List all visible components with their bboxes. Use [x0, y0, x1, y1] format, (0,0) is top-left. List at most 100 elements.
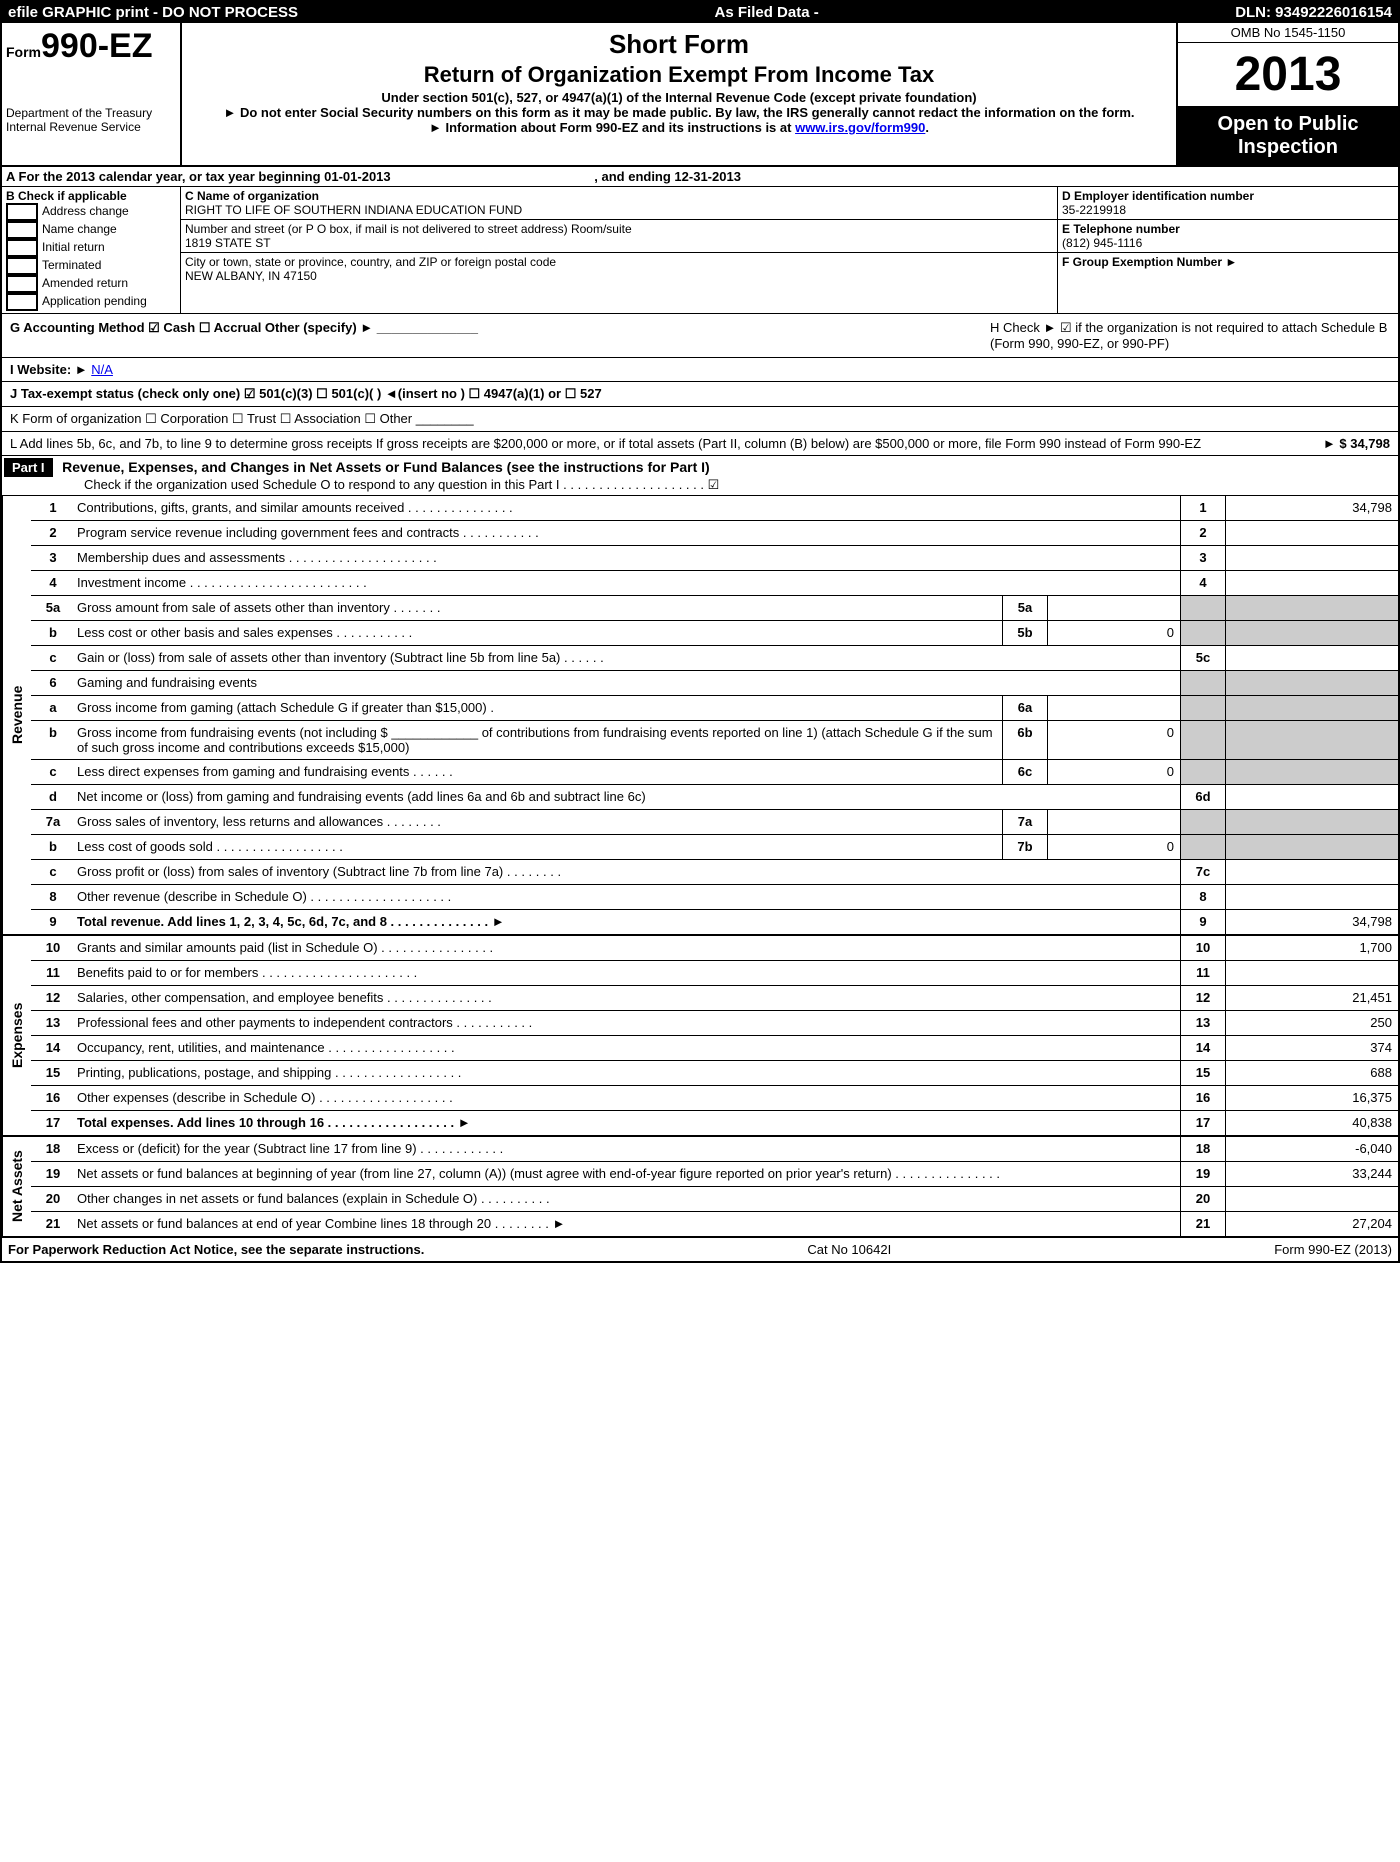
- f-label: F Group Exemption Number ►: [1062, 255, 1237, 269]
- line-desc: Gross income from gaming (attach Schedul…: [75, 696, 1002, 720]
- part1-title: Revenue, Expenses, and Changes in Net As…: [56, 459, 710, 475]
- org-name: RIGHT TO LIFE OF SOUTHERN INDIANA EDUCAT…: [185, 203, 522, 217]
- website-link[interactable]: N/A: [91, 362, 113, 377]
- sub-box-num: 6b: [1002, 721, 1048, 759]
- block-D: D Employer identification number 35-2219…: [1058, 187, 1398, 313]
- amt-grey: [1226, 596, 1398, 620]
- amount: -6,040: [1226, 1137, 1398, 1161]
- amount: 40,838: [1226, 1111, 1398, 1135]
- irs-link[interactable]: www.irs.gov/form990: [795, 120, 925, 135]
- expenses-grid: Expenses 10Grants and similar amounts pa…: [2, 936, 1398, 1137]
- line-desc: Benefits paid to or for members . . . . …: [75, 961, 1180, 985]
- form-line: 17Total expenses. Add lines 10 through 1…: [31, 1111, 1398, 1135]
- e-label: E Telephone number: [1062, 222, 1180, 236]
- sub-box-num: 6a: [1002, 696, 1048, 720]
- amount: [1226, 521, 1398, 545]
- line-A: A For the 2013 calendar year, or tax yea…: [2, 167, 1398, 187]
- org-city: NEW ALBANY, IN 47150: [185, 269, 317, 283]
- form-line: bGross income from fundraising events (n…: [31, 721, 1398, 760]
- header-left: Form990-EZ Department of the Treasury In…: [2, 23, 182, 165]
- box-num: 15: [1180, 1061, 1226, 1085]
- amount: [1226, 885, 1398, 909]
- form-line: 1Contributions, gifts, grants, and simil…: [31, 496, 1398, 521]
- footer-center: Cat No 10642I: [807, 1242, 891, 1257]
- form-line: 7aGross sales of inventory, less returns…: [31, 810, 1398, 835]
- form-line: 15Printing, publications, postage, and s…: [31, 1061, 1398, 1086]
- line-desc: Total expenses. Add lines 10 through 16 …: [75, 1111, 1180, 1135]
- box-num: 10: [1180, 936, 1226, 960]
- line-number: 6: [31, 671, 75, 695]
- line-number: 12: [31, 986, 75, 1010]
- line-number: 10: [31, 936, 75, 960]
- amount: 34,798: [1226, 910, 1398, 934]
- form-line: 13Professional fees and other payments t…: [31, 1011, 1398, 1036]
- form-line: dNet income or (loss) from gaming and fu…: [31, 785, 1398, 810]
- amount: [1226, 646, 1398, 670]
- line-desc: Gross amount from sale of assets other t…: [75, 596, 1002, 620]
- form-number: 990-EZ: [41, 27, 153, 65]
- line-number: 21: [31, 1212, 75, 1236]
- amount: 34,798: [1226, 496, 1398, 520]
- header-center: Short Form Return of Organization Exempt…: [182, 23, 1176, 165]
- line-desc: Investment income . . . . . . . . . . . …: [75, 571, 1180, 595]
- line-number: 7a: [31, 810, 75, 834]
- amount: [1226, 961, 1398, 985]
- line-number: d: [31, 785, 75, 809]
- box-grey: [1180, 810, 1226, 834]
- line-desc: Contributions, gifts, grants, and simila…: [75, 496, 1180, 520]
- form-line: 5aGross amount from sale of assets other…: [31, 596, 1398, 621]
- chk-terminated[interactable]: [6, 257, 38, 275]
- box-num: 14: [1180, 1036, 1226, 1060]
- box-num: 11: [1180, 961, 1226, 985]
- sub-box-num: 5a: [1002, 596, 1048, 620]
- sub-amount: 0: [1048, 760, 1180, 784]
- form-line: 11Benefits paid to or for members . . . …: [31, 961, 1398, 986]
- line-number: 9: [31, 910, 75, 934]
- line-number: 14: [31, 1036, 75, 1060]
- amount: 688: [1226, 1061, 1398, 1085]
- chk-name[interactable]: [6, 221, 38, 239]
- form-line: 20Other changes in net assets or fund ba…: [31, 1187, 1398, 1212]
- line-K: K Form of organization ☐ Corporation ☐ T…: [2, 407, 1398, 432]
- line-desc: Grants and similar amounts paid (list in…: [75, 936, 1180, 960]
- amt-grey: [1226, 621, 1398, 645]
- footer-right: Form 990-EZ (2013): [1274, 1242, 1392, 1257]
- topbar-right: DLN: 93492226016154: [1235, 4, 1392, 21]
- box-num: 7c: [1180, 860, 1226, 884]
- box-grey: [1180, 696, 1226, 720]
- chk-pending[interactable]: [6, 293, 38, 311]
- blocks-row: B Check if applicable Address change Nam…: [2, 187, 1398, 314]
- line-desc: Less cost or other basis and sales expen…: [75, 621, 1002, 645]
- line-desc: Gross profit or (loss) from sales of inv…: [75, 860, 1180, 884]
- sub-box-num: 7b: [1002, 835, 1048, 859]
- form-line: 19Net assets or fund balances at beginni…: [31, 1162, 1398, 1187]
- line-number: b: [31, 621, 75, 645]
- c-city-label: City or town, state or province, country…: [185, 255, 556, 269]
- line-desc: Net assets or fund balances at end of ye…: [75, 1212, 1180, 1236]
- line-number: 4: [31, 571, 75, 595]
- line-number: c: [31, 760, 75, 784]
- line-desc: Printing, publications, postage, and shi…: [75, 1061, 1180, 1085]
- netassets-label: Net Assets: [2, 1137, 31, 1236]
- box-num: 3: [1180, 546, 1226, 570]
- chk-amended[interactable]: [6, 275, 38, 293]
- expenses-label: Expenses: [2, 936, 31, 1135]
- amt-grey: [1226, 721, 1398, 759]
- form-line: 14Occupancy, rent, utilities, and mainte…: [31, 1036, 1398, 1061]
- line-desc: Less direct expenses from gaming and fun…: [75, 760, 1002, 784]
- line-desc: Gain or (loss) from sale of assets other…: [75, 646, 1180, 670]
- line-number: c: [31, 860, 75, 884]
- sub-amount: [1048, 596, 1180, 620]
- form-line: cLess direct expenses from gaming and fu…: [31, 760, 1398, 785]
- amount: [1226, 571, 1398, 595]
- line-G: G Accounting Method ☑ Cash ☐ Accrual Oth…: [10, 320, 990, 336]
- form-line: 9Total revenue. Add lines 1, 2, 3, 4, 5c…: [31, 910, 1398, 934]
- sub-amount: [1048, 696, 1180, 720]
- chk-address[interactable]: [6, 203, 38, 221]
- line-number: 5a: [31, 596, 75, 620]
- amount: 374: [1226, 1036, 1398, 1060]
- line-number: 1: [31, 496, 75, 520]
- chk-initial[interactable]: [6, 239, 38, 257]
- box-num: 17: [1180, 1111, 1226, 1135]
- tax-year: 2013: [1178, 43, 1398, 107]
